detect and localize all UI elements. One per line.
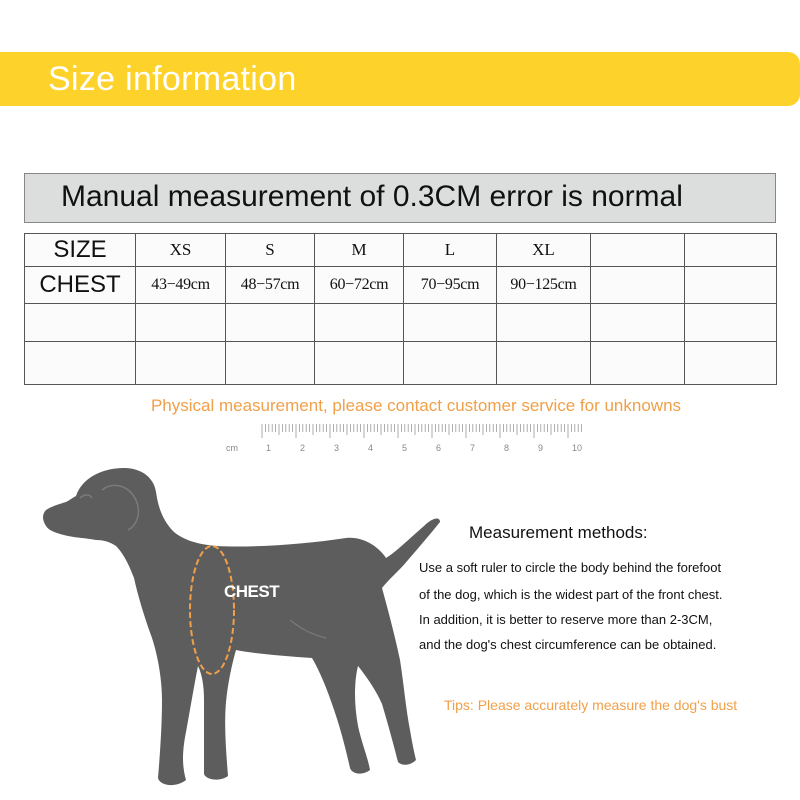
dog-ear xyxy=(101,484,140,531)
size-table: SIZE XS S M L XL CHEST 43−49cm 48−57cm 6… xyxy=(24,233,777,385)
table-cell xyxy=(225,341,315,385)
table-cell xyxy=(314,303,404,342)
measurement-methods-title: Measurement methods: xyxy=(469,523,648,542)
table-cell xyxy=(684,266,777,304)
table-cell xyxy=(403,303,497,342)
ruler-unit-label: cm xyxy=(226,443,238,453)
table-cell xyxy=(684,303,777,342)
table-row xyxy=(24,341,777,385)
dog-leg-line xyxy=(289,619,327,639)
ruler-label: 6 xyxy=(436,443,441,453)
ruler-label: 1 xyxy=(266,443,271,453)
table-cell: L xyxy=(403,233,497,267)
dog-body-shape xyxy=(43,468,440,786)
table-cell: SIZE xyxy=(24,233,136,267)
table-cell xyxy=(684,233,777,267)
ruler-label: 3 xyxy=(334,443,339,453)
table-cell: XS xyxy=(135,233,226,267)
table-cell: 60−72cm xyxy=(314,266,404,304)
table-cell xyxy=(496,341,591,385)
table-cell xyxy=(590,341,685,385)
table-row-chest: CHEST 43−49cm 48−57cm 60−72cm 70−95cm 90… xyxy=(24,266,777,304)
physical-measurement-text: Physical measurement, please contact cus… xyxy=(150,396,682,415)
table-row xyxy=(24,303,777,342)
dog-silhouette: CHEST xyxy=(43,468,440,786)
table-cell xyxy=(590,233,685,267)
table-cell: 43−49cm xyxy=(135,266,226,304)
size-info-banner: Size information xyxy=(0,52,800,106)
table-cell xyxy=(225,303,315,342)
table-cell xyxy=(314,341,404,385)
table-cell xyxy=(590,266,685,304)
method-line: Use a soft ruler to circle the body behi… xyxy=(419,560,722,575)
table-cell: CHEST xyxy=(24,266,136,304)
ruler-label: 7 xyxy=(470,443,475,453)
chest-label: CHEST xyxy=(224,582,280,601)
table-cell: XL xyxy=(496,233,591,267)
physical-measurement-note: Physical measurement, please contact cus… xyxy=(0,396,800,416)
table-row-size: SIZE XS S M L XL xyxy=(24,233,777,267)
table-cell: 48−57cm xyxy=(225,266,315,304)
table-cell xyxy=(24,341,136,385)
method-line: and the dog's chest circumference can be… xyxy=(419,637,717,652)
table-cell xyxy=(684,341,777,385)
chest-measure-loop xyxy=(189,545,235,675)
dog-eye xyxy=(79,494,93,499)
error-notice-box: Manual measurement of 0.3CM error is nor… xyxy=(24,173,776,223)
ruler-label: 5 xyxy=(402,443,407,453)
table-cell: 70−95cm xyxy=(403,266,497,304)
table-cell xyxy=(496,303,591,342)
table-cell: 90−125cm xyxy=(496,266,591,304)
method-line: of the dog, which is the widest part of … xyxy=(419,587,723,602)
ruler-label: 4 xyxy=(368,443,373,453)
table-cell xyxy=(590,303,685,342)
table-cell: M xyxy=(314,233,404,267)
error-notice-text: Manual measurement of 0.3CM error is nor… xyxy=(61,180,683,213)
table-cell xyxy=(135,341,226,385)
table-cell xyxy=(403,341,497,385)
ruler-icon: cm 1 2 3 4 5 6 7 8 9 10 xyxy=(226,424,582,453)
ruler-label: 8 xyxy=(504,443,509,453)
ruler-label: 2 xyxy=(300,443,305,453)
method-line: In addition, it is better to reserve mor… xyxy=(419,612,713,627)
ruler-label: 10 xyxy=(572,443,582,453)
banner-title: Size information xyxy=(48,60,297,98)
table-cell xyxy=(24,303,136,342)
ruler-label: 9 xyxy=(538,443,543,453)
table-cell: S xyxy=(225,233,315,267)
tips-text: Tips: Please accurately measure the dog'… xyxy=(444,697,738,713)
table-cell xyxy=(135,303,226,342)
